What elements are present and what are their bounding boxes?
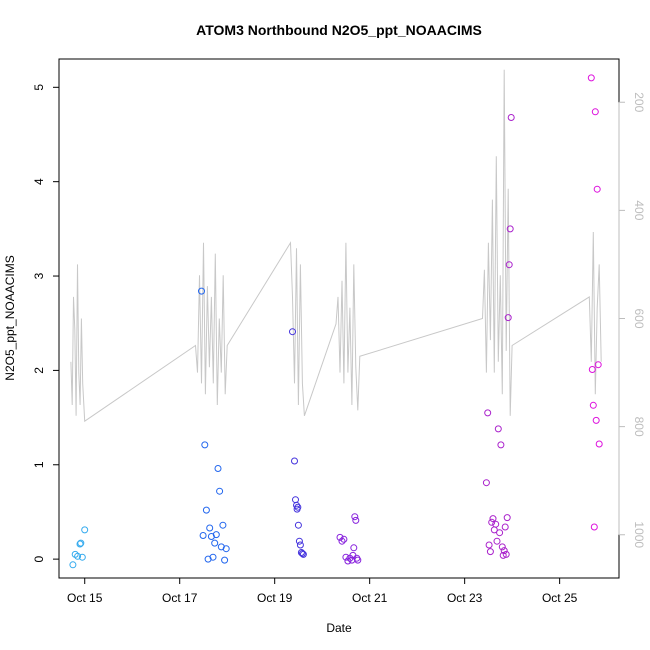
y-axis-label: N2O5_ppt_NOAACIMS [3,255,17,380]
scatter-point [219,521,227,529]
scatter-point [294,521,302,529]
scatter-point [590,523,598,531]
scatter-point [350,544,358,552]
scatter-series [69,74,603,569]
scatter-point [503,514,511,522]
scatter-point [502,550,510,558]
scatter-point [594,361,602,369]
scatter-point [74,552,82,560]
scatter-point [198,287,205,295]
chart-title: ATOM3 Northbound N2O5_ppt_NOAACIMS [196,22,482,38]
x-axis: Oct 15 Oct 17 Oct 19 Oct 21 Oct 23 Oct 25 [67,577,578,605]
scatter-point [591,108,599,116]
scatter-point [291,457,298,465]
x-tick-label: Oct 17 [162,591,198,605]
scatter-point [81,526,89,534]
right-tick-label: 600 [632,308,646,328]
scatter-point [488,518,496,526]
scatter-point [217,543,225,551]
scatter-point [206,524,214,532]
right-tick-label: 800 [632,417,646,437]
scatter-point [222,545,230,553]
x-tick-label: Oct 25 [542,591,578,605]
scatter-point [202,506,210,514]
scatter-point [299,550,307,558]
scatter-point [354,556,362,564]
scatter-point [493,537,501,545]
line-trace [70,69,602,423]
scatter-point [295,537,303,545]
y-tick-label: 4 [32,178,46,185]
scatter-point [482,479,490,487]
scatter-point [506,225,514,233]
scatter-point [289,328,296,336]
right-tick-label: 1000 [632,521,646,548]
scatter-point [201,441,209,449]
scatter-point [293,501,300,509]
scatter-point [214,465,222,472]
scatter-point [296,541,304,549]
x-tick-label: Oct 19 [257,591,293,605]
scatter-point [212,531,220,539]
x-tick-label: Oct 15 [67,591,103,605]
scatter-point [486,548,494,556]
scatter-point [211,539,219,547]
x-axis-label: Date [326,621,352,635]
scatter-point [492,520,500,528]
x-tick-label: Oct 23 [447,591,483,605]
x-tick-label: Oct 21 [352,591,388,605]
scatter-point [497,441,505,449]
scatter-point [199,532,207,539]
y-tick-label: 2 [32,367,46,374]
scatter-point [69,561,77,569]
scatter-point [496,529,504,537]
scatter-point [338,537,346,545]
scatter-point [500,547,508,555]
scatter-point [298,550,306,557]
scatter-point [501,523,509,531]
scatter-point [221,556,229,564]
scatter-point [76,540,84,548]
y-tick-label: 0 [32,555,46,562]
scatter-point [336,533,344,541]
y-tick-label: 3 [32,272,46,279]
right-tick-label: 200 [632,92,646,112]
right-axis: 200 400 600 800 1000 [618,92,646,548]
scatter-point [352,516,360,524]
y-axis: 0 1 2 3 4 5 [32,84,60,562]
scatter-point [77,539,85,547]
scatter-point [340,535,348,543]
right-tick-label: 400 [632,200,646,220]
y-tick-label: 1 [32,461,46,468]
scatter-point [351,513,359,521]
scatter-point [489,515,497,523]
scatter-point [504,314,512,322]
scatter-point [297,549,305,556]
scatter-point [485,541,493,549]
scatter-point [595,440,603,448]
scatter-point [494,425,502,433]
scatter-point [78,553,86,561]
scatter-point [589,401,597,409]
scatter-point [342,553,350,561]
scatter-point [593,185,601,193]
scatter-point [484,409,492,417]
scatter-point [507,114,515,121]
scatter-point [588,366,596,373]
scatter-point [292,496,299,504]
scatter-point [209,553,217,561]
y-tick-label: 5 [32,84,46,91]
scatter-point [505,261,513,269]
scatter-point [499,551,507,559]
scatter-point [587,74,595,82]
scatter-point [294,503,302,511]
scatter-point [592,416,600,424]
line-series [70,69,602,423]
scatter-point [498,543,506,551]
scatter-point [216,487,224,495]
